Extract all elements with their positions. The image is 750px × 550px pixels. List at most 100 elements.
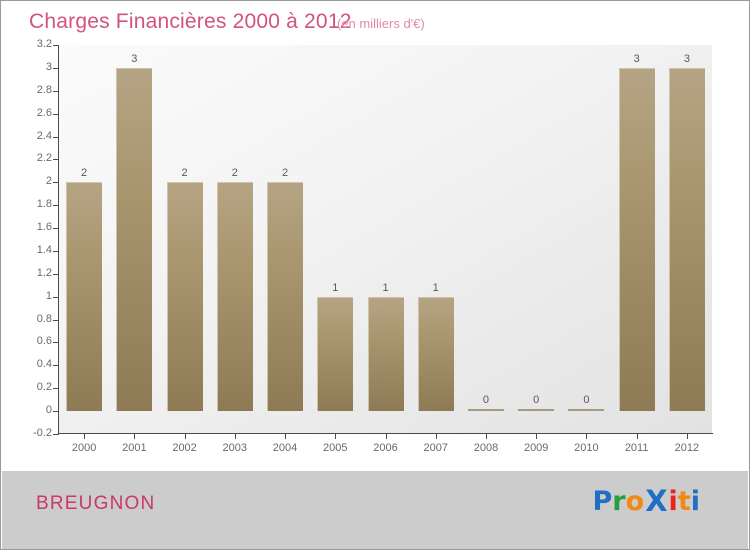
y-axis-tick [53,411,59,413]
logo-letter: t [677,486,691,517]
y-axis-label: 1.6 [36,221,52,234]
logo-letter: r [612,486,626,517]
x-axis-label: 2011 [624,442,649,454]
bar[interactable] [317,296,354,412]
proxiti-logo[interactable]: ProXiti [592,483,701,518]
y-axis-label: 0.2 [36,381,52,394]
logo-letter: X [645,484,668,518]
x-axis-label: 2000 [71,442,97,454]
y-axis-tick [53,136,59,138]
y-axis-tick [53,67,59,69]
commune-name: BREUGNON [36,493,156,514]
x-axis-tick [84,434,86,439]
y-axis-label: 2.8 [36,83,52,96]
logo-letter: P [592,486,613,517]
bar[interactable] [66,182,103,412]
y-axis-tick [53,90,59,92]
bar[interactable] [116,67,153,412]
bar-value-label: 1 [332,281,339,294]
bar-value-label: 2 [181,167,188,180]
bar-value-label: 0 [583,394,590,407]
bar[interactable] [216,182,253,412]
x-axis-tick [435,434,437,439]
x-axis-tick [536,434,538,439]
x-axis-label: 2001 [122,442,147,454]
x-axis-tick [686,434,688,439]
x-axis-label: 2004 [272,442,298,454]
y-axis-label: 1.8 [36,198,52,211]
x-axis-tick [586,434,588,439]
bar[interactable] [417,296,454,412]
page-title: Charges Financières 2000 à 2012 [29,10,352,33]
x-axis-tick [134,434,136,439]
bar-value-label: 1 [432,281,439,294]
y-axis-tick [53,388,59,390]
page-subtitle: (en milliers d'€) [337,16,425,31]
footer-bar: BREUGNON ProXiti [2,471,748,549]
y-axis-tick [53,273,59,275]
y-axis-label: -0.2 [33,427,52,439]
x-axis-tick [184,434,186,439]
y-axis-label: 2 [45,175,52,188]
y-axis-label: 3.2 [36,38,52,50]
logo-letter: i [668,486,678,517]
bar-value-label: 3 [633,52,640,65]
y-axis-tick [53,365,59,367]
bar-value-label: 2 [81,167,88,180]
bar[interactable] [467,409,504,412]
x-axis-label: 2003 [222,442,248,454]
bar-value-label: 2 [281,167,289,180]
bar-value-label: 0 [482,394,490,407]
y-axis-label: 2.4 [36,129,52,142]
y-axis-label: 0.4 [36,358,52,371]
bar[interactable] [568,409,605,412]
x-axis-tick [636,434,638,439]
x-axis-label: 2002 [172,442,197,454]
bar[interactable] [518,409,555,412]
y-axis-label: 2.2 [36,152,52,165]
chart-canvas: 3.2 3 2.8 2.6 2.4 2.2 2 1.8 1.6 1.4 1.2 1 0.8 0.6 0.4 0… [2,38,748,471]
y-axis-tick [53,319,59,321]
x-axis-label: 2008 [473,442,499,454]
x-axis-label: 2009 [523,442,549,454]
x-axis-tick [234,434,236,439]
y-axis-label: 1.2 [36,266,52,279]
y-axis-tick [53,159,59,161]
x-axis-label: 2010 [574,442,599,454]
y-axis-label: 3 [45,60,52,73]
logo-letter: o [625,486,645,517]
bar[interactable] [367,296,404,412]
bar-value-label: 3 [683,52,690,65]
bar[interactable] [267,182,304,412]
y-axis-tick [53,250,59,252]
y-axis-line [58,45,59,434]
y-axis-tick [53,113,59,115]
y-axis-tick [53,228,59,230]
y-axis-labels: 3.2 3 2.8 2.6 2.4 2.2 2 1.8 1.6 1.4 1.2 1 0.8 0.6 0.4 0… [2,38,52,441]
y-axis-label: 1 [45,289,52,302]
y-axis-tick [53,434,59,435]
bar[interactable] [668,67,705,412]
y-axis-tick [53,182,59,184]
bar-value-label: 1 [382,281,389,294]
x-axis-tick [335,434,337,439]
title-bar: Charges Financières 2000 à 2012 (en mill… [1,1,749,41]
bar-value-label: 3 [131,52,138,65]
x-axis-label: 2012 [674,442,700,454]
y-axis-tick [53,296,59,298]
y-axis-label: 0.6 [36,335,52,348]
y-axis-tick [53,205,59,207]
bar[interactable] [618,67,655,412]
bar-value-label: 2 [231,167,238,180]
bar-value-label: 0 [533,394,540,407]
x-axis-tick [285,434,287,439]
y-axis-tick [53,342,59,344]
y-axis-tick [53,45,59,46]
y-axis-label: 0 [45,404,52,417]
bar[interactable] [166,182,203,412]
x-axis-label: 2006 [373,442,398,454]
x-axis-line [58,433,713,434]
x-axis-label: 2007 [423,442,448,454]
y-axis-label: 1.4 [36,243,52,256]
logo-letter: i [690,486,700,517]
